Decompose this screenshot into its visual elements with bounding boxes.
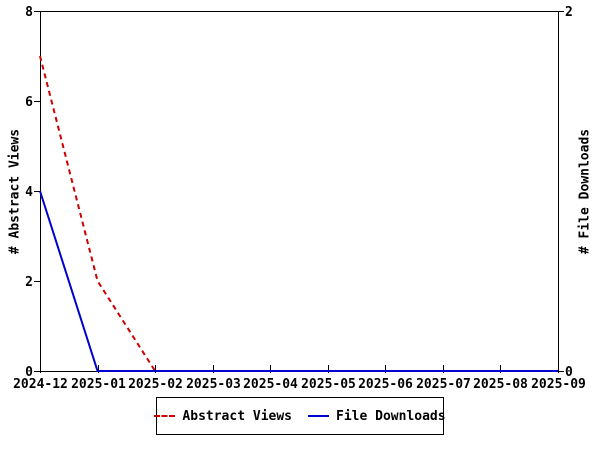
legend-label-abstract-views: Abstract Views (182, 408, 292, 424)
legend-label-file-downloads: File Downloads (336, 408, 446, 424)
legend-item-abstract-views: Abstract Views (154, 409, 292, 424)
left-axis-tick-label: 6 (25, 95, 33, 110)
x-axis-tick-label: 2025-01 (71, 377, 126, 392)
x-axis-tick-label: 2025-07 (416, 377, 471, 392)
legend: Abstract Views File Downloads (154, 397, 446, 435)
x-axis-tick-label: 2025-05 (301, 377, 356, 392)
plot-border (40, 11, 559, 372)
x-axis-tick-label: 2025-09 (531, 377, 586, 392)
legend-line-sample-abstract-views (154, 415, 176, 417)
left-axis-tick-label: 4 (25, 185, 33, 200)
abstract-views-line (39, 55, 558, 372)
left-axis-tick-label: 8 (25, 5, 33, 20)
legend-item-file-downloads: File Downloads (308, 409, 446, 424)
x-axis-tick-label: 2024-12 (13, 377, 68, 392)
x-axis-tick-label: 2025-03 (186, 377, 241, 392)
x-axis-tick-label: 2025-08 (473, 377, 528, 392)
left-axis-tick-label: 2 (25, 275, 33, 290)
left-axis-tick-label: 0 (25, 365, 33, 380)
x-axis-tick-label: 2025-06 (358, 377, 413, 392)
left-axis-title: # Abstract Views (7, 128, 23, 255)
file-downloads-line (39, 190, 558, 372)
right-axis-title: # File Downloads (577, 128, 593, 255)
right-axis-tick-label: 2 (565, 5, 573, 20)
x-axis-tick-label: 2025-02 (128, 377, 183, 392)
x-axis-tick-label: 2025-04 (243, 377, 298, 392)
legend-line-sample-file-downloads (308, 415, 329, 417)
right-axis-tick-label: 0 (565, 365, 573, 380)
